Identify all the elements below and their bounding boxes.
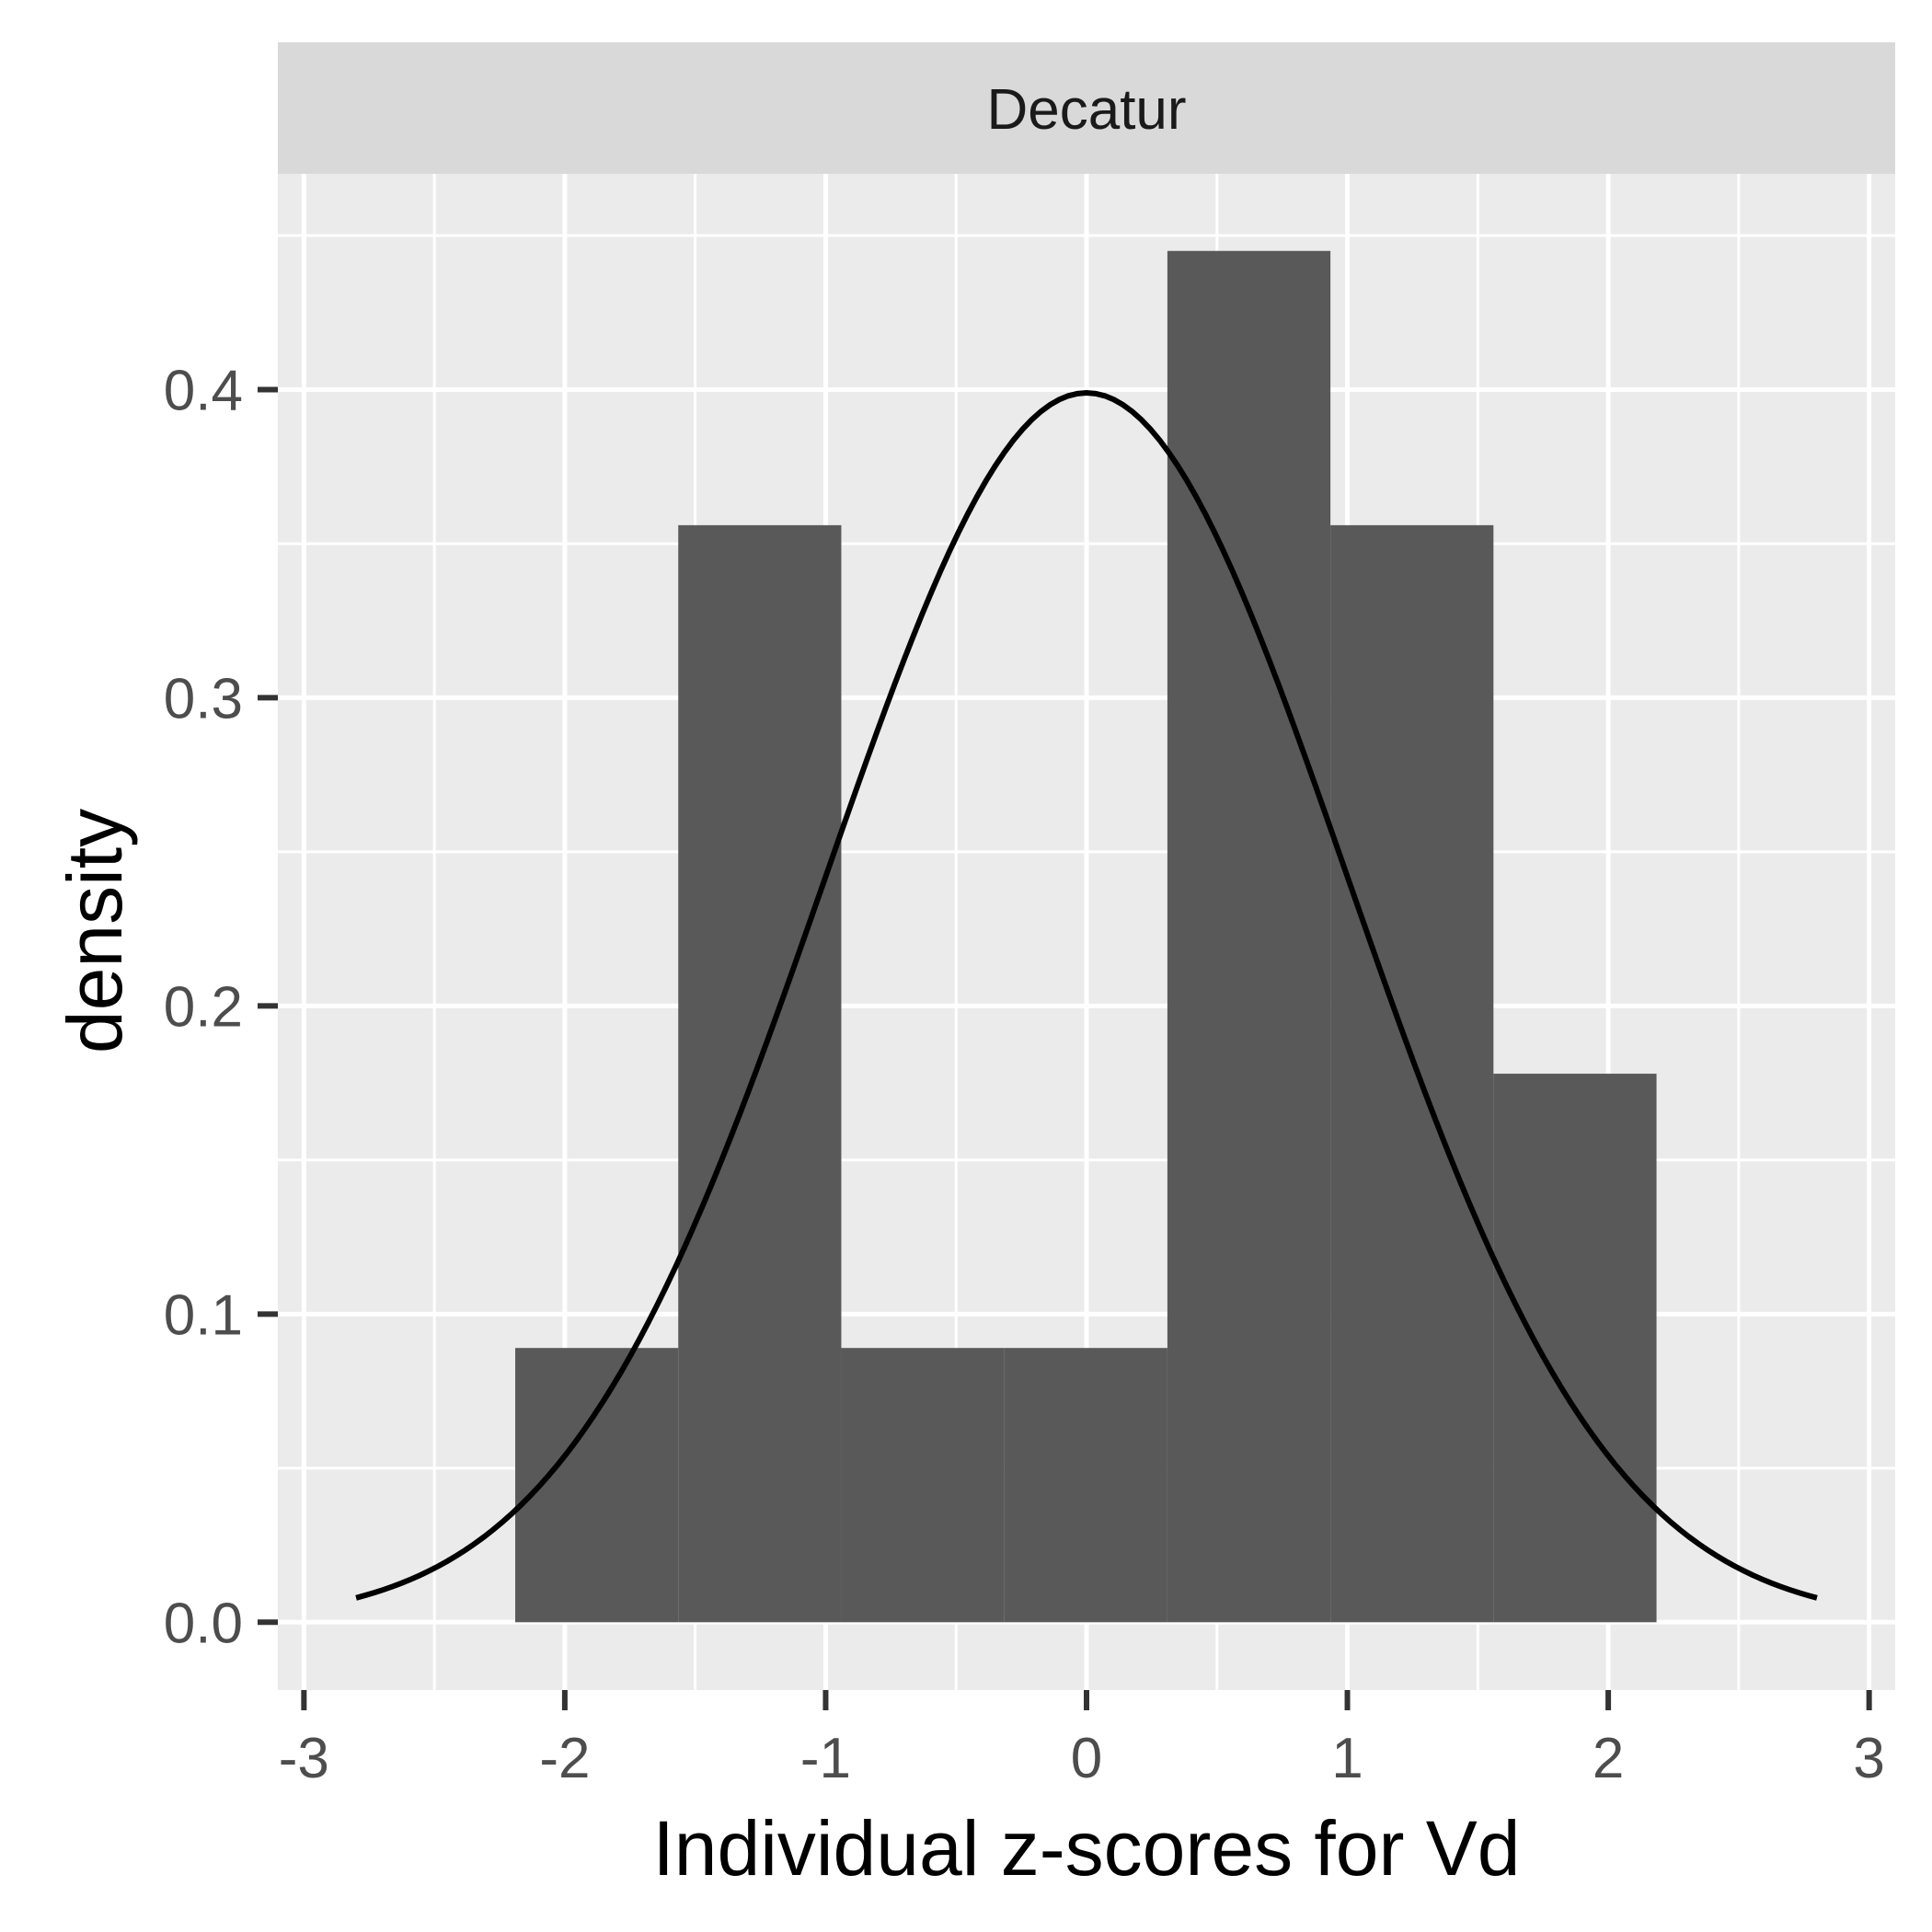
histogram-bar — [1167, 250, 1331, 1623]
histogram-bars — [515, 250, 1657, 1623]
histogram-bar — [678, 524, 842, 1623]
x-tick-label: 1 — [1331, 1727, 1363, 1790]
y-tick-label: 0.1 — [164, 1283, 243, 1347]
x-tick-label: -2 — [539, 1727, 590, 1790]
y-axis: 0.0 0.1 0.2 0.3 0.4 — [164, 359, 278, 1655]
histogram-bar — [841, 1348, 1005, 1623]
x-axis-title: Individual z-scores for Vd — [652, 1805, 1520, 1892]
y-tick-label: 0.2 — [164, 975, 243, 1039]
facet-strip — [278, 42, 1895, 174]
facet-strip-label: Decatur — [986, 78, 1186, 142]
x-tick-label: -3 — [279, 1727, 329, 1790]
x-tick-label: 2 — [1593, 1727, 1624, 1790]
x-axis: -3 -2 -1 0 1 2 3 — [279, 1690, 1885, 1790]
x-tick-label: 0 — [1071, 1727, 1102, 1790]
histogram-bar — [1330, 524, 1494, 1623]
histogram-bar — [1004, 1348, 1167, 1623]
x-tick-label: 3 — [1853, 1727, 1884, 1790]
y-tick-label: 0.3 — [164, 667, 243, 730]
histogram-bar — [1493, 1074, 1657, 1623]
y-tick-label: 0.0 — [164, 1592, 243, 1655]
normal-density-curve — [355, 389, 1818, 1601]
y-tick-label: 0.4 — [164, 359, 243, 422]
x-tick-label: -1 — [800, 1727, 851, 1790]
y-axis-title: density — [52, 809, 138, 1053]
